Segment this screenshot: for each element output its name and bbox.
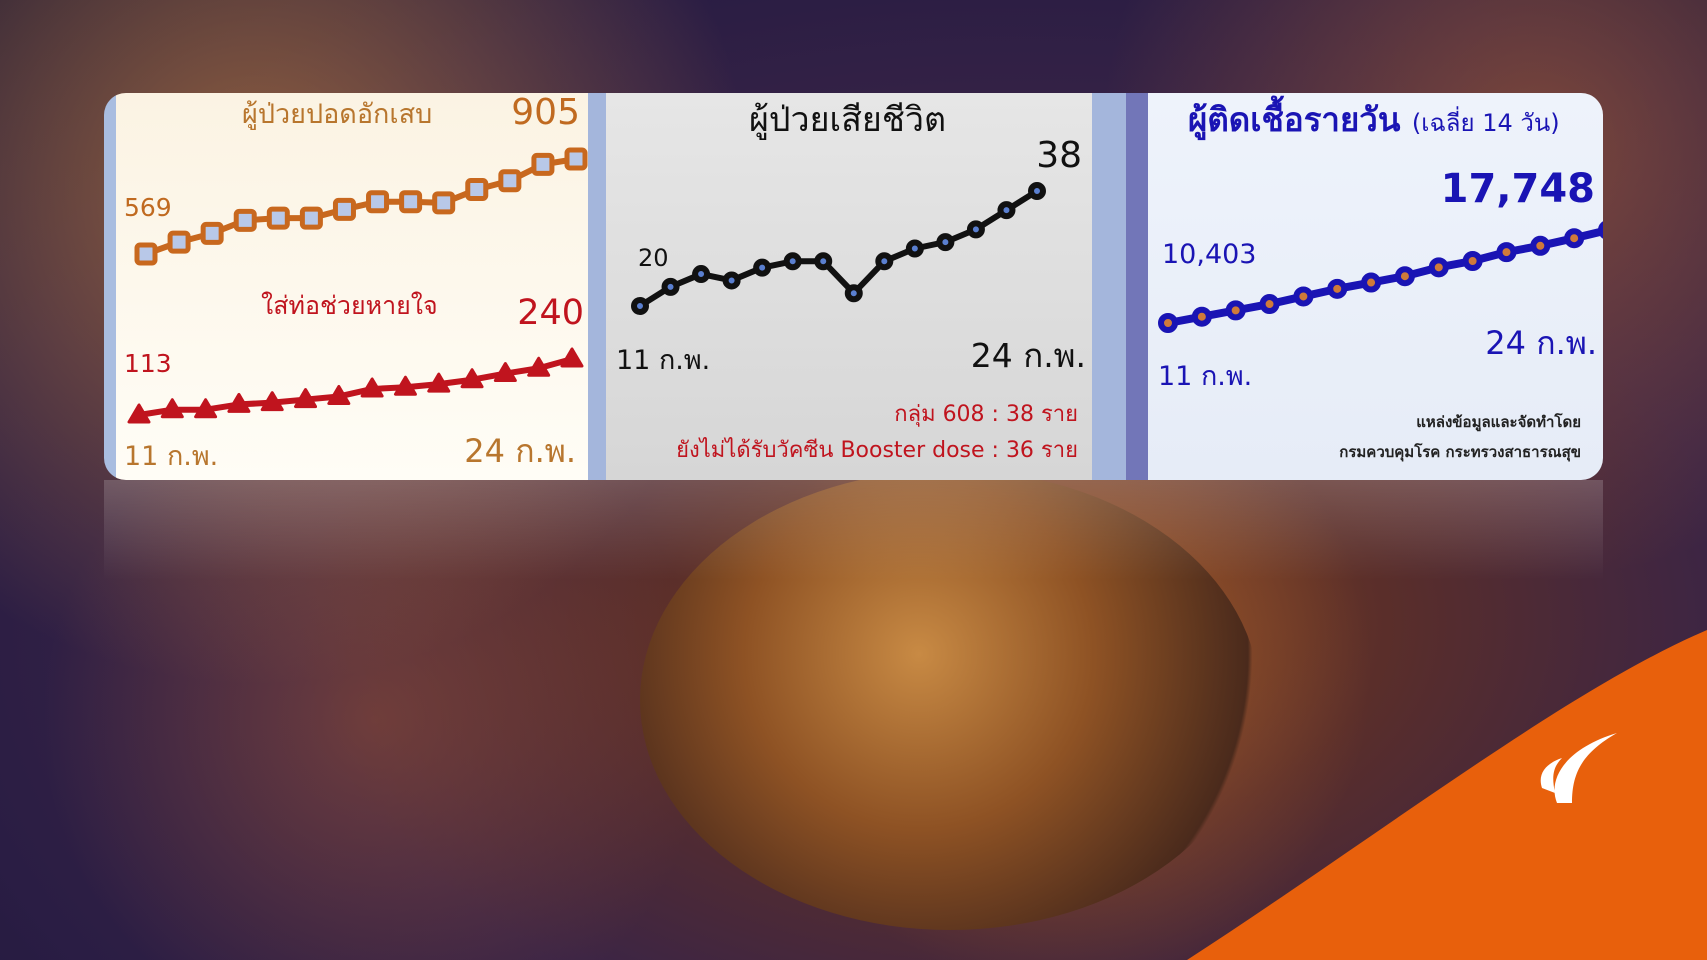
data-point <box>266 206 290 230</box>
chart-title: ผู้ป่วยปอดอักเสบ <box>242 99 433 130</box>
data-point <box>875 252 894 271</box>
data-point <box>997 201 1016 220</box>
data-point <box>564 147 588 171</box>
board-reflection <box>104 480 1603 580</box>
data-point <box>233 208 257 232</box>
data-point <box>460 368 484 389</box>
data-point <box>844 284 863 303</box>
data-point <box>722 271 741 290</box>
chart-title: ผู้ติดเชื้อรายวัน (เฉลี่ย 14 วัน) <box>1188 103 1560 136</box>
data-point <box>1191 306 1212 327</box>
data-point <box>692 265 711 284</box>
chart-title: ผู้ป่วยเสียชีวิต <box>749 100 947 140</box>
pneumonia-chart <box>127 147 588 424</box>
pneumonia-start-label: 569 <box>124 193 172 222</box>
deaths-panel: ผู้ป่วยเสียชีวิต 38 20 11 ก.พ. 24 ก.พ. ก… <box>588 93 1126 480</box>
note-unboosted: ยังไม่ได้รับวัคซีน Booster dose : 36 ราย <box>676 438 1078 463</box>
data-point <box>332 197 356 221</box>
data-point <box>194 398 218 419</box>
x-end-label: 24 ก.พ. <box>1485 324 1597 362</box>
source-line-1: แหล่งข้อมูลและจัดทำโดย <box>1416 413 1581 431</box>
ventilator-series-name: ใส่ท่อช่วยหายใจ <box>261 291 438 320</box>
data-point <box>661 277 680 296</box>
data-point <box>498 169 522 193</box>
data-point <box>134 242 158 266</box>
deaths-end-label: 38 <box>1036 135 1082 176</box>
logo-feather-icon <box>1540 733 1617 803</box>
data-point <box>366 190 390 214</box>
data-point <box>783 252 802 271</box>
virus-image <box>640 470 1260 930</box>
data-point <box>127 403 151 424</box>
data-point <box>1361 272 1382 293</box>
pneumonia-panel: ผู้ป่วยปอดอักเสบ 905 569 ใส่ท่อช่วยหายใจ… <box>104 93 588 480</box>
chart-subtitle: (เฉลี่ย 14 วัน) <box>1411 109 1560 137</box>
data-point <box>1530 235 1551 256</box>
data-point <box>753 258 772 277</box>
infections-end-label: 17,748 <box>1440 166 1595 212</box>
x-start-label: 11 ก.พ. <box>616 345 711 376</box>
data-point <box>936 233 955 252</box>
data-point <box>814 252 833 271</box>
data-point <box>327 384 351 405</box>
data-point <box>227 392 251 413</box>
data-point <box>1394 266 1415 287</box>
data-point <box>1327 278 1348 299</box>
data-point <box>399 190 423 214</box>
data-point <box>299 206 323 230</box>
data-point <box>560 347 584 368</box>
x-start-label: 11 ก.พ. <box>124 441 219 472</box>
pneumonia-end-label: 905 <box>511 93 580 133</box>
data-point <box>465 178 489 202</box>
ventilator-end-label: 240 <box>517 293 584 333</box>
ventilator-start-label: 113 <box>124 349 172 378</box>
deaths-chart <box>631 182 1046 315</box>
data-point <box>1158 313 1178 333</box>
data-point <box>1564 228 1585 249</box>
data-point <box>1462 250 1483 271</box>
data-point <box>527 356 551 377</box>
data-point <box>294 388 318 409</box>
x-end-label: 24 ก.พ. <box>970 336 1086 375</box>
data-point <box>1496 242 1517 263</box>
data-point <box>966 220 985 239</box>
data-point <box>631 297 649 315</box>
note-group-608: กลุ่ม 608 : 38 ราย <box>894 402 1078 427</box>
data-point <box>1428 257 1449 278</box>
deaths-start-label: 20 <box>638 244 669 272</box>
data-point <box>432 191 456 215</box>
data-point <box>260 391 284 412</box>
data-point <box>531 152 555 176</box>
source-line-2: กรมควบคุมโรค กระทรวงสาธารณสุข <box>1339 443 1581 461</box>
data-point <box>167 230 191 254</box>
series-line <box>638 188 1039 309</box>
data-point <box>493 362 517 383</box>
x-end-label: 24 ก.พ. <box>464 432 576 470</box>
daily-infections-panel: ผู้ติดเชื้อรายวัน (เฉลี่ย 14 วัน) 17,748… <box>1126 93 1603 480</box>
infections-start-label: 10,403 <box>1162 239 1257 270</box>
thai-pbs-logo <box>1527 728 1627 848</box>
data-point <box>1028 182 1046 200</box>
data-point <box>1293 286 1314 307</box>
data-point <box>427 372 451 393</box>
data-point <box>393 375 417 396</box>
data-point <box>905 239 924 258</box>
infections-chart <box>1158 221 1603 333</box>
data-point <box>360 377 384 398</box>
data-point <box>1259 294 1280 315</box>
data-point <box>1225 300 1246 321</box>
title-text: ผู้ติดเชื้อรายวัน <box>1188 100 1401 139</box>
data-point <box>1598 221 1603 239</box>
data-point <box>200 221 224 245</box>
data-point <box>160 398 184 419</box>
infographic-board: ผู้ป่วยปอดอักเสบ 905 569 ใส่ท่อช่วยหายใจ… <box>104 93 1603 480</box>
x-start-label: 11 ก.พ. <box>1158 361 1253 392</box>
